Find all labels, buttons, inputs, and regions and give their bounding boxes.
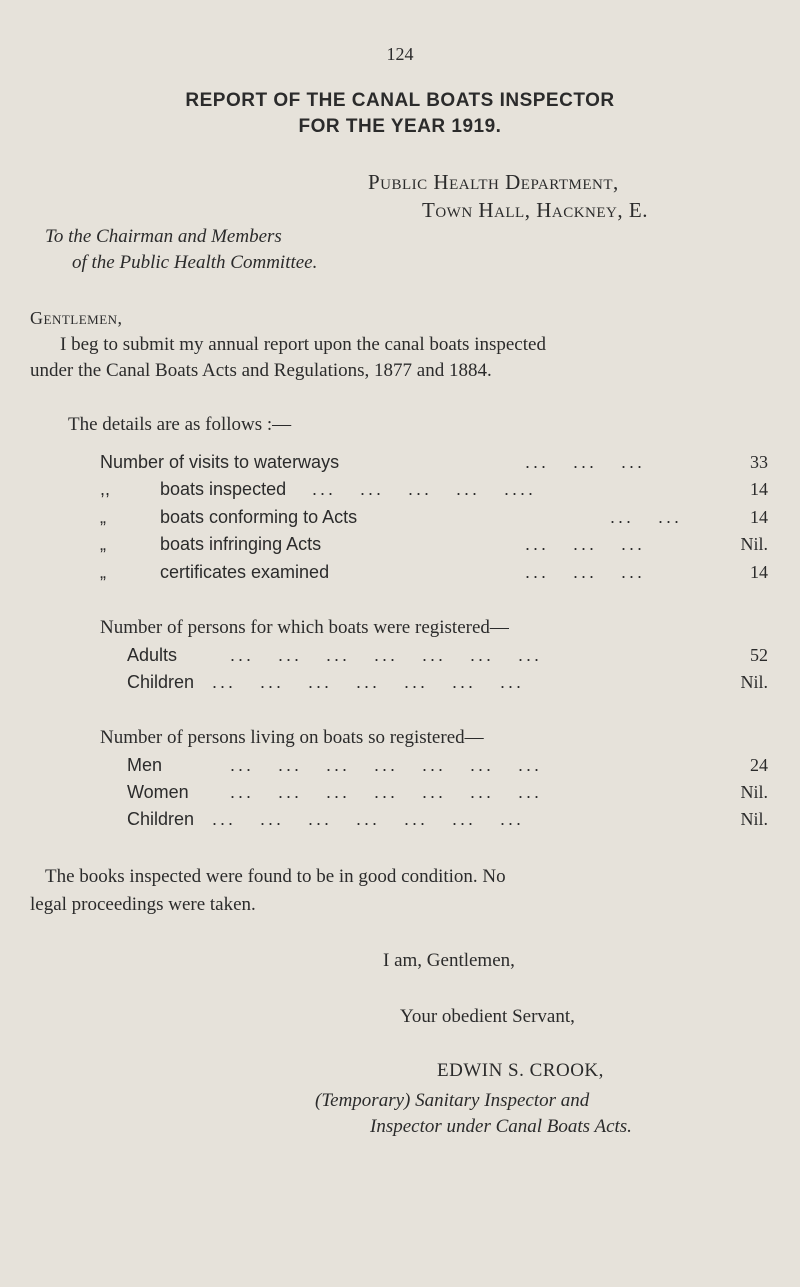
addressee-line2: of the Public Health Committee. (72, 252, 318, 273)
living-value: Nil. (740, 809, 768, 829)
detail-label: boats infringing Acts (160, 534, 322, 554)
intro-line2: under the Canal Boats Acts and Regulatio… (30, 360, 492, 381)
detail-label: boats conforming to Acts (160, 507, 358, 527)
living-label: Men (127, 755, 163, 775)
address-line2: Town Hall, Hackney, E. (422, 198, 648, 222)
ditto-mark: „ (100, 562, 106, 582)
page-number: 124 (386, 44, 414, 64)
report-title-line2: FOR THE YEAR 1919. (298, 116, 502, 137)
detail-value: Nil. (740, 534, 768, 554)
living-row: Women ... ... ... ... ... ... ... Nil. (127, 782, 768, 802)
living-value: 24 (750, 755, 768, 775)
living-label: Children (127, 809, 195, 829)
registered-value: Nil. (740, 672, 768, 692)
detail-value: 14 (750, 479, 768, 499)
living-row: Children ... ... ... ... ... ... ... Nil… (127, 809, 768, 829)
detail-label: Number of visits to waterways (100, 452, 340, 472)
detail-row: ,, boats inspected ... ... ... ... .... … (100, 479, 768, 499)
living-row: Men ... ... ... ... ... ... ... 24 (127, 755, 768, 775)
living-heading: Number of persons living on boats so reg… (100, 727, 484, 748)
registered-row: Adults ... ... ... ... ... ... ... 52 (127, 645, 768, 665)
registered-value: 52 (750, 645, 768, 665)
detail-value: 14 (750, 562, 768, 582)
salutation: Gentlemen, (30, 308, 123, 328)
closing-line1: The books inspected were found to be in … (45, 866, 506, 887)
registered-label: Children (127, 672, 195, 692)
address-line1: Public Health Department, (368, 170, 619, 194)
detail-row: „ boats infringing Acts ... ... ... Nil. (100, 534, 768, 554)
detail-row: Number of visits to waterways ... ... ..… (100, 452, 768, 472)
detail-label: boats inspected (160, 479, 287, 499)
detail-row: „ boats conforming to Acts ... ... 14 (100, 507, 768, 527)
registered-label: Adults (127, 645, 178, 665)
signature-name: EDWIN S. CROOK, (437, 1060, 604, 1081)
detail-label: certificates examined (160, 562, 330, 582)
intro-line1: I beg to submit my annual report upon th… (60, 334, 546, 355)
living-label: Women (127, 782, 189, 802)
ditto-mark: „ (100, 534, 106, 554)
ditto-mark: „ (100, 507, 106, 527)
registered-row: Children ... ... ... ... ... ... ... Nil… (127, 672, 768, 692)
signature-title-line1: (Temporary) Sanitary Inspector and (315, 1090, 590, 1111)
signature-title-line2: Inspector under Canal Boats Acts. (370, 1116, 632, 1137)
addressee-line1: To the Chairman and Members (45, 226, 282, 247)
registered-heading: Number of persons for which boats were r… (100, 617, 509, 638)
detail-value: 14 (750, 507, 768, 527)
detail-row: „ certificates examined ... ... ... 14 (100, 562, 768, 582)
closing-line2: legal proceedings were taken. (30, 894, 256, 915)
living-value: Nil. (740, 782, 768, 802)
signoff-line2: Your obedient Servant, (400, 1006, 575, 1027)
ditto-mark: ,, (100, 479, 111, 499)
details-intro: The details are as follows :— (68, 414, 292, 435)
report-title-line1: REPORT OF THE CANAL BOATS INSPECTOR (185, 90, 615, 111)
signoff-line1: I am, Gentlemen, (383, 950, 515, 971)
detail-value: 33 (750, 452, 768, 472)
